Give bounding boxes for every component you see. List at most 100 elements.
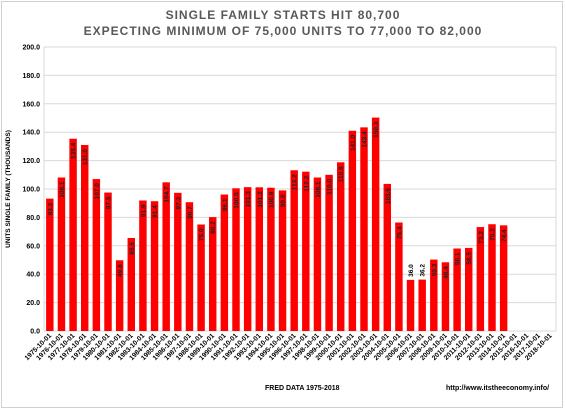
- bar: [115, 260, 124, 331]
- bar: [302, 171, 310, 331]
- data-label: 112.2: [303, 175, 310, 191]
- bar: [92, 179, 101, 331]
- bar: [290, 170, 298, 331]
- bars: [46, 117, 508, 331]
- x-tick-labels: 1975-10-011976-10-011977-10-011978-10-01…: [24, 332, 554, 362]
- bar: [406, 279, 415, 331]
- data-label: 91.9: [140, 204, 147, 217]
- data-label: 75.2: [490, 228, 497, 241]
- data-label: 110.0: [327, 178, 334, 194]
- data-label: 118.8: [338, 166, 345, 182]
- y-tick-label: 200.0: [22, 45, 40, 52]
- data-label: 107.0: [94, 183, 101, 200]
- data-label: 108.1: [59, 181, 66, 198]
- bar: [46, 198, 54, 331]
- bar: [57, 177, 66, 331]
- bar: [127, 237, 135, 331]
- data-label: 143.4: [362, 131, 369, 148]
- data-label: 58.1: [455, 252, 462, 265]
- bar: [325, 174, 333, 331]
- y-tick-label: 0.0: [30, 329, 40, 336]
- data-label: 99.0: [280, 194, 287, 207]
- bar: [255, 187, 263, 331]
- data-labels: 93.2 108.1 135.4 131.0 107.0 97.5 49.8 65.5 91.9…: [47, 121, 508, 279]
- x-axis-label: FRED DATA 1975-2018: [265, 385, 340, 392]
- data-label: 97.5: [106, 196, 113, 209]
- y-tick-label: 20.0: [26, 300, 40, 307]
- data-label: 141.0: [350, 134, 357, 151]
- data-label: 58.5: [466, 252, 473, 265]
- data-label: 76.4: [396, 226, 403, 239]
- data-label: 73.2: [478, 231, 485, 244]
- bar: [139, 200, 147, 331]
- bar: [453, 248, 461, 331]
- bar: [278, 190, 287, 331]
- data-label: 100.5: [234, 192, 241, 209]
- bar: [267, 187, 275, 331]
- chart-subtitle: EXPECTING MINIMUM OF 75,000 UNITS TO 77,…: [83, 24, 483, 38]
- bar: [337, 162, 345, 331]
- bar: [220, 194, 229, 331]
- y-tick-label: 80.0: [26, 215, 40, 222]
- data-label: 104.7: [164, 186, 171, 203]
- y-tick-label: 140.0: [22, 130, 40, 137]
- data-label: 135.4: [71, 142, 78, 159]
- bar: [418, 279, 426, 331]
- y-tick-label: 100.0: [22, 187, 40, 194]
- data-label: 49.8: [117, 264, 124, 277]
- y-tick-label: 60.0: [26, 243, 40, 250]
- data-label: 93.2: [47, 202, 54, 215]
- bar: [197, 224, 205, 331]
- data-label: 100.9: [268, 191, 275, 208]
- y-tick-labels: 0.0 20.0 40.0 60.0 80.0 100.0 120.0 140.0 160.0 1…: [22, 45, 40, 336]
- bar: [174, 192, 182, 331]
- data-label: 131.0: [82, 149, 89, 166]
- bar: [243, 187, 252, 331]
- bar: [383, 183, 391, 331]
- bar: [430, 259, 438, 331]
- y-tick-label: 180.0: [22, 73, 40, 80]
- bar: [81, 144, 89, 331]
- bar: [441, 262, 450, 331]
- y-tick-label: 40.0: [26, 272, 40, 279]
- source-url: http://www.itstheeconomy.info/: [446, 385, 550, 392]
- data-label: 36.0: [408, 264, 415, 277]
- bar: [232, 188, 240, 331]
- data-label: 48.4: [443, 266, 450, 279]
- bar: [360, 127, 368, 331]
- bar: [371, 117, 380, 331]
- bar: [313, 177, 322, 331]
- data-label: 75.0: [199, 228, 206, 241]
- bar: [488, 224, 496, 331]
- data-label: 113.2: [292, 174, 299, 190]
- chart-title: SINGLE FAMILY STARTS HIT 80,700: [165, 8, 401, 22]
- bar: [162, 182, 170, 331]
- bar: [465, 247, 473, 331]
- data-label: 97.3: [175, 196, 182, 209]
- bar: [209, 217, 217, 331]
- bar: [185, 202, 194, 331]
- bar: [150, 201, 159, 331]
- bar: [348, 130, 357, 331]
- bar: [476, 227, 485, 331]
- data-label: 91.4: [152, 205, 159, 218]
- data-label: 90.7: [187, 206, 194, 219]
- y-axis-label: UNITS SINGLE FAMILY (THOUSANDS): [5, 130, 12, 248]
- data-label: 65.5: [129, 242, 136, 255]
- y-tick-label: 160.0: [22, 101, 40, 108]
- bar: [104, 192, 112, 331]
- bar: [395, 222, 403, 331]
- data-label: 80.2: [210, 221, 217, 234]
- data-label: 101.2: [257, 191, 264, 208]
- bar: [69, 138, 77, 331]
- data-label: 74.4: [501, 229, 508, 242]
- data-label: 103.6: [385, 188, 392, 205]
- y-tick-label: 120.0: [22, 158, 40, 165]
- data-label: 36.2: [420, 264, 427, 277]
- data-label: 150.3: [373, 121, 380, 138]
- data-label: 50.3: [431, 263, 438, 276]
- data-label: 96.1: [222, 198, 229, 211]
- bar: [499, 225, 508, 331]
